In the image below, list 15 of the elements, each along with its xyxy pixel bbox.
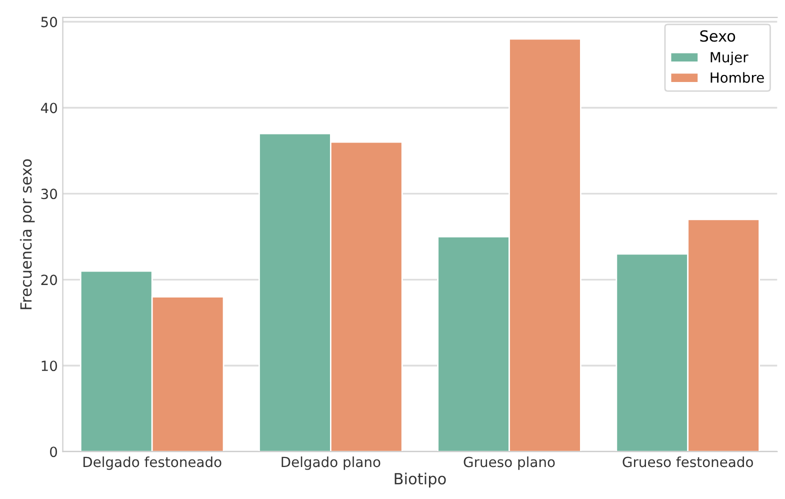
x-tick-label: Grueso festoneado xyxy=(622,456,753,468)
y-tick-label: 20 xyxy=(41,274,58,286)
y-tick-label: 0 xyxy=(50,446,58,458)
x-tick-label: Delgado festoneado xyxy=(83,456,222,470)
x-tick-label: Grueso plano xyxy=(464,456,555,470)
y-tick-label: 50 xyxy=(41,16,58,28)
legend-title: Sexo xyxy=(700,30,736,42)
y-tick-label: 30 xyxy=(41,188,58,200)
y-tick-label: 40 xyxy=(40,102,58,114)
y-axis-title: Frecuencia por sexo xyxy=(20,159,35,310)
legend-label: Mujer xyxy=(710,52,748,66)
x-axis-title: Biotipo xyxy=(394,472,446,488)
y-tick-label: 10 xyxy=(42,360,58,372)
x-tick-label: Delgado plano xyxy=(282,456,380,470)
legend-label: Hombre xyxy=(710,72,764,83)
